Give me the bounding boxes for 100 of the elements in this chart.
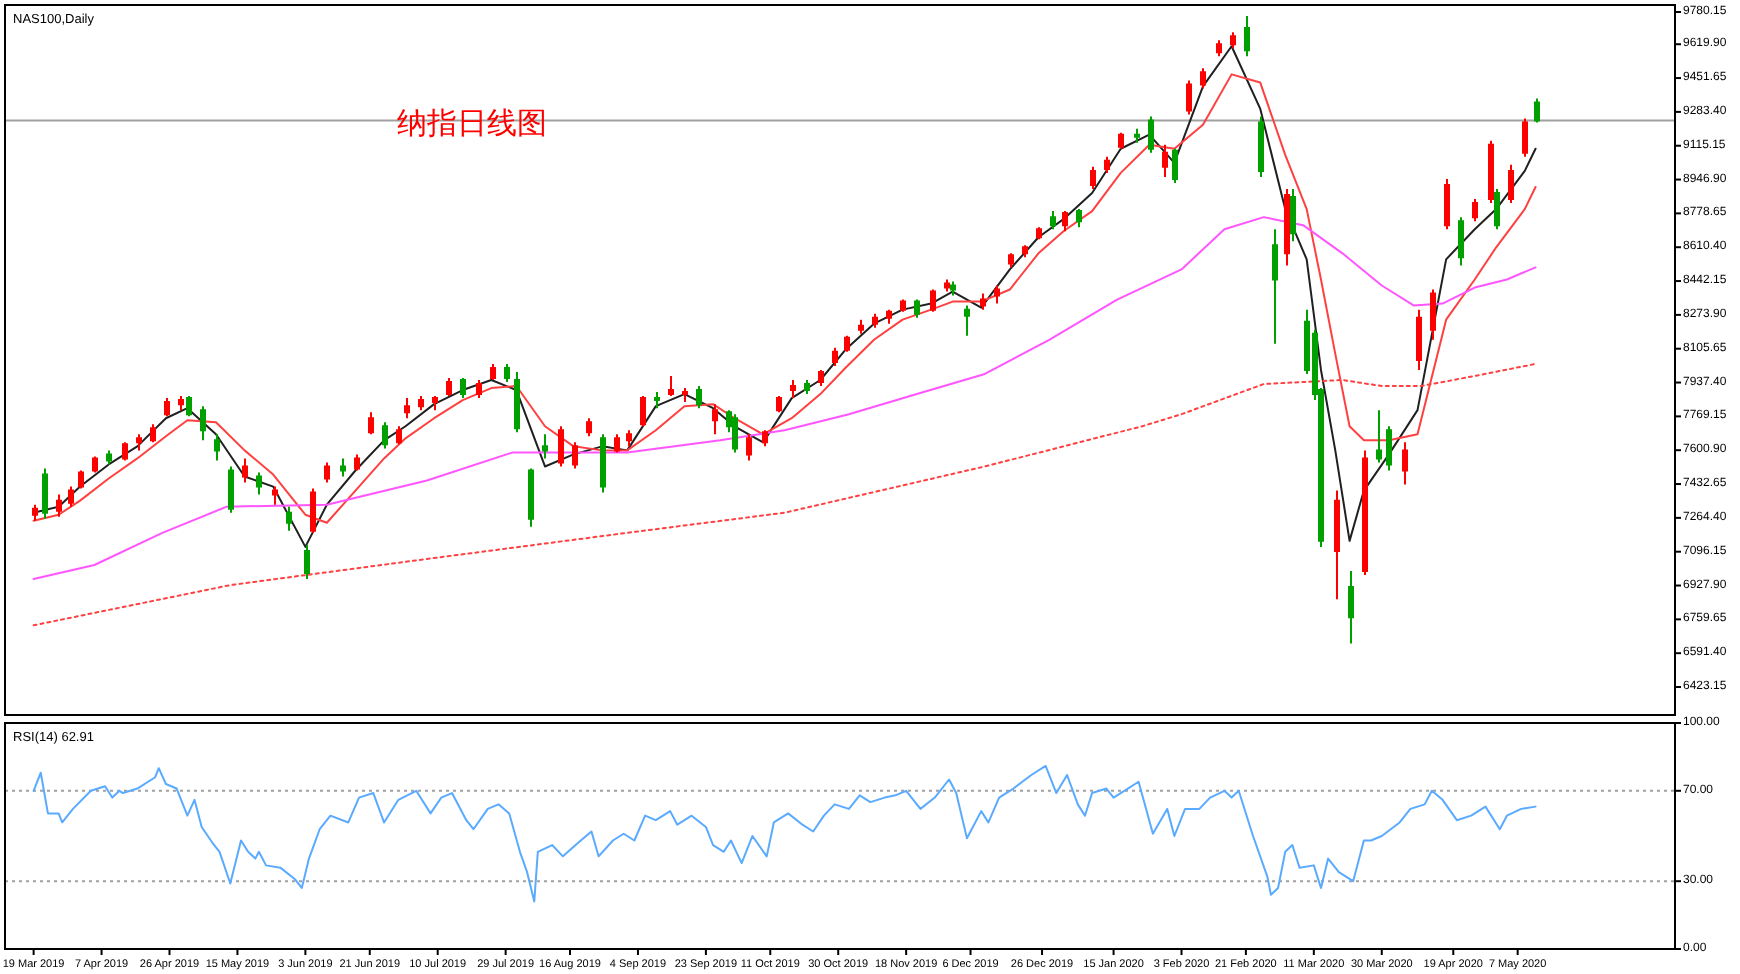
candlestick — [1216, 39, 1222, 58]
candlestick — [1076, 208, 1082, 229]
candlestick — [950, 280, 956, 297]
candlestick — [844, 334, 850, 353]
candlestick — [1472, 198, 1478, 223]
candlestick — [1334, 489, 1340, 601]
candlestick — [1104, 155, 1110, 174]
candlestick — [1272, 228, 1278, 345]
candlestick — [418, 395, 424, 412]
candlestick — [1534, 97, 1540, 124]
candlestick — [600, 433, 606, 494]
candlestick — [1134, 127, 1140, 144]
candlestick — [1458, 216, 1464, 267]
candlestick — [242, 457, 248, 484]
candlestick — [106, 449, 112, 466]
candlestick — [256, 471, 262, 496]
candlestick — [382, 421, 388, 450]
candlestick — [1230, 31, 1236, 50]
candlestick — [1416, 308, 1422, 371]
candlestick — [964, 304, 970, 337]
candlestick — [354, 453, 360, 472]
candlestick — [542, 433, 548, 460]
candlestick — [324, 461, 330, 484]
candlestick — [732, 413, 738, 454]
candlestick — [396, 425, 402, 446]
candlestick — [980, 292, 986, 311]
candlestick — [762, 429, 768, 448]
candlestick — [42, 467, 48, 520]
candlestick — [790, 379, 796, 400]
candlestick — [78, 469, 84, 490]
candlestick — [558, 425, 564, 468]
candlestick — [1090, 165, 1096, 190]
candlestick — [872, 312, 878, 329]
candlestick — [586, 417, 592, 438]
candlestick — [944, 278, 950, 293]
candlestick — [746, 433, 752, 462]
candlestick — [1430, 288, 1436, 341]
candlestick — [1162, 143, 1168, 178]
candlestick — [1402, 441, 1408, 486]
candlestick — [1290, 187, 1296, 243]
candlestick — [214, 433, 220, 462]
candlestick — [228, 465, 234, 514]
candlestick — [460, 377, 466, 400]
candlestick — [92, 455, 98, 474]
candlestick — [1148, 115, 1154, 154]
candlestick — [654, 391, 660, 410]
candlestick — [994, 284, 1000, 305]
candlestick — [886, 308, 892, 325]
candlestick — [776, 395, 782, 414]
candlestick — [1494, 187, 1500, 231]
candlestick — [1008, 252, 1014, 269]
candlestick — [1284, 187, 1290, 267]
candlestick — [446, 377, 452, 398]
candlestick — [504, 362, 510, 384]
candlestick — [404, 397, 410, 420]
candlestick — [1036, 226, 1042, 241]
candlestick — [1376, 409, 1382, 464]
candlestick — [1200, 67, 1206, 90]
candlestick — [122, 441, 128, 462]
candlestick — [1522, 117, 1528, 158]
candlestick — [1348, 570, 1354, 645]
candlestick — [914, 298, 920, 319]
candlestick — [186, 395, 192, 418]
candlestick — [1022, 244, 1028, 259]
candlestick — [200, 405, 206, 442]
candlestick — [1186, 79, 1192, 116]
candlestick — [286, 505, 292, 532]
candlestick — [1118, 131, 1124, 150]
line-series — [32, 764, 1537, 903]
candlestick — [136, 433, 142, 452]
candlestick — [804, 379, 810, 396]
candlestick — [858, 318, 864, 335]
candlestick — [1062, 210, 1068, 233]
candlestick — [178, 395, 184, 412]
candlestick — [668, 374, 674, 398]
candlestick — [818, 368, 824, 388]
candlestick — [56, 493, 62, 518]
candlestick — [432, 395, 438, 412]
candlestick — [32, 503, 38, 522]
candlestick — [832, 346, 838, 367]
candlestick — [1244, 15, 1250, 58]
candlestick — [696, 385, 702, 410]
annotation: 纳指日线图 — [397, 106, 548, 141]
candlestick — [272, 485, 278, 506]
line-series — [32, 216, 1537, 581]
candlestick — [626, 429, 632, 448]
candlestick — [368, 411, 374, 436]
candlestick — [1386, 425, 1392, 472]
candlestick — [340, 457, 346, 478]
candlestick — [150, 423, 156, 444]
candlestick — [900, 298, 906, 313]
candlestick — [304, 543, 310, 581]
candlestick — [682, 387, 688, 404]
candlestick — [572, 441, 578, 470]
candlestick — [476, 379, 482, 400]
candlestick — [614, 433, 620, 454]
candlestick — [712, 403, 718, 436]
candlestick — [1508, 163, 1514, 205]
candlestick — [490, 362, 496, 381]
candlestick — [164, 397, 170, 418]
